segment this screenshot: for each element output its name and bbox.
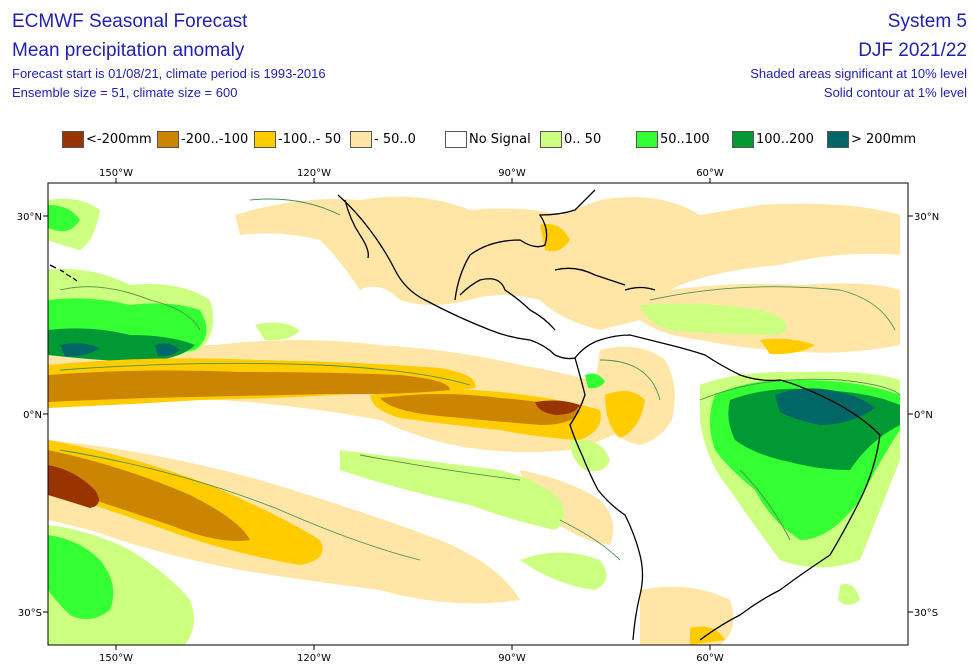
legend-label: 0.. 50 <box>564 132 602 147</box>
legend-label: > 200mm <box>851 132 917 147</box>
lon-top-label: 150°W <box>99 168 133 179</box>
lat-right-label: 30°S <box>914 608 938 619</box>
legend-label: -100..- 50 <box>278 132 342 147</box>
tick-marks <box>43 178 913 650</box>
legend-swatch <box>540 131 562 148</box>
anomaly-neg-200-100 <box>48 370 580 541</box>
lon-top-label: 120°W <box>297 168 331 179</box>
legend-swatch <box>827 131 849 148</box>
legend-swatch <box>157 131 179 148</box>
ensemble-size-text: Ensemble size = 51, climate size = 600 <box>12 85 238 100</box>
lat-right-label: 30°N <box>914 212 939 223</box>
legend-label: 50..100 <box>660 132 710 147</box>
legend-label: 100..200 <box>756 132 814 147</box>
legend-swatch <box>732 131 754 148</box>
page-title: ECMWF Seasonal Forecast <box>12 11 248 32</box>
legend-swatch <box>254 131 276 148</box>
anomaly-above-200 <box>60 343 875 425</box>
lon-bottom-label: 150°W <box>99 653 133 664</box>
system-label: System 5 <box>887 11 967 32</box>
legend-swatch <box>62 131 84 148</box>
coastlines <box>49 189 881 641</box>
legend-swatch <box>350 131 372 148</box>
lon-bottom-label: 90°W <box>498 653 526 664</box>
legend-swatch <box>445 131 467 148</box>
lon-bottom-label: 120°W <box>297 653 331 664</box>
lat-left-label: 30°N <box>17 212 42 223</box>
lon-bottom-label: 60°W <box>696 653 724 664</box>
page-subtitle: Mean precipitation anomaly <box>12 40 245 61</box>
anomaly-below-200 <box>48 400 580 508</box>
legend-label: No Signal <box>469 132 531 147</box>
season-label: DJF 2021/22 <box>858 40 967 61</box>
legend-swatch <box>636 131 658 148</box>
lat-left-label: 0°N <box>23 410 42 421</box>
lat-left-label: 30°S <box>18 608 42 619</box>
contour-note: Solid contour at 1% level <box>823 85 967 100</box>
anomaly-field <box>48 183 908 645</box>
significance-contours <box>59 198 901 561</box>
legend-label: -200..-100 <box>181 132 249 147</box>
forecast-start-text: Forecast start is 01/08/21, climate peri… <box>12 66 326 81</box>
lon-top-label: 60°W <box>696 168 724 179</box>
lon-top-label: 90°W <box>498 168 526 179</box>
legend-label: - 50..0 <box>374 132 416 147</box>
legend-label: <-200mm <box>86 132 152 147</box>
significance-note: Shaded areas significant at 10% level <box>750 66 967 81</box>
lat-right-label: 0°N <box>914 410 933 421</box>
